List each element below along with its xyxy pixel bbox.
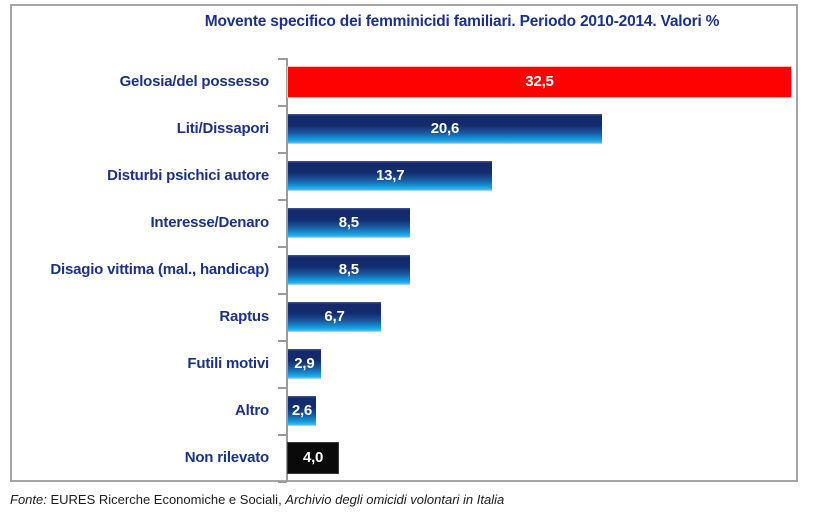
category-label: Futili motivi	[187, 355, 269, 372]
axis-tick	[278, 199, 287, 201]
bar-value-label: 4,0	[302, 449, 324, 466]
bar: 20,6	[288, 113, 602, 144]
source-note-prefix: Fonte:	[10, 492, 47, 507]
bar: 8,5	[288, 207, 410, 238]
bar-value-label: 2,6	[291, 402, 313, 419]
axis-tick	[278, 340, 287, 342]
bar-row: Futili motivi 2,9	[12, 340, 796, 387]
bar-track: 13,7	[288, 152, 796, 199]
bar-track: 6,7	[288, 293, 796, 340]
bar: 2,6	[288, 395, 316, 426]
category-label: Non rilevato	[184, 449, 269, 466]
bar-row: Interesse/Denaro 8,5	[12, 199, 796, 246]
axis-tick	[278, 434, 287, 436]
source-note-publisher: EURES Ricerche Economiche e Sociali,	[46, 492, 286, 507]
category-label: Altro	[235, 402, 269, 419]
bar: 8,5	[288, 254, 410, 285]
bar-value-label: 20,6	[430, 120, 460, 137]
bar-track: 2,9	[288, 340, 796, 387]
bar-track: 4,0	[288, 434, 796, 481]
axis-tick	[278, 58, 287, 60]
bar-track: 20,6	[288, 105, 796, 152]
bar-value-label: 13,7	[375, 167, 405, 184]
bar-row: Altro 2,6	[12, 387, 796, 434]
bar-track: 8,5	[288, 246, 796, 293]
bar: 4,0	[288, 442, 339, 473]
chart-box: Movente specifico dei femminicidi famili…	[10, 4, 798, 483]
source-note: Fonte: EURES Ricerche Economiche e Socia…	[10, 492, 504, 507]
category-label: Gelosia/del possesso	[119, 73, 270, 90]
source-note-archive-title: Archivio degli omicidi volontari in Ital…	[285, 492, 505, 507]
bar-value-label: 32,5	[525, 73, 554, 90]
axis-tick	[278, 387, 287, 389]
bar: 13,7	[288, 160, 493, 191]
axis-tick	[278, 293, 287, 295]
bar-row: Raptus 6,7	[12, 293, 796, 340]
bar-row: Non rilevato 4,0	[12, 434, 796, 481]
bar-track: 32,5	[288, 58, 796, 105]
bar-value-label: 6,7	[324, 308, 345, 325]
axis-tick	[278, 246, 287, 248]
bar-value-label: 2,9	[294, 355, 315, 372]
category-label: Raptus	[219, 308, 269, 325]
bar-track: 8,5	[288, 199, 796, 246]
bar: 32,5	[288, 66, 792, 97]
bar-row: Disturbi psichici autore 13,7	[12, 152, 796, 199]
axis-tick	[278, 105, 287, 107]
bar-row: Disagio vittima (mal., handicap) 8,5	[12, 246, 796, 293]
category-label: Liti/Dissapori	[176, 120, 269, 137]
axis-tick	[278, 152, 287, 154]
y-axis-line	[286, 58, 288, 482]
bar-value-label: 8,5	[338, 214, 359, 231]
bar-track: 2,6	[288, 387, 796, 434]
plot-rows: Gelosia/del possesso 32,5 Liti/Dissapori 20…	[12, 58, 796, 481]
bar: 6,7	[288, 301, 382, 332]
bar-value-label: 8,5	[338, 261, 359, 278]
chart-title: Movente specifico dei femminicidi famili…	[204, 13, 720, 30]
bar-row: Liti/Dissapori 20,6	[12, 105, 796, 152]
category-label: Interesse/Denaro	[150, 214, 269, 231]
axis-tick	[278, 481, 287, 483]
category-label: Disagio vittima (mal., handicap)	[50, 261, 269, 278]
bar: 2,9	[288, 348, 321, 379]
category-label: Disturbi psichici autore	[107, 167, 269, 184]
bar-row: Gelosia/del possesso 32,5	[12, 58, 796, 105]
